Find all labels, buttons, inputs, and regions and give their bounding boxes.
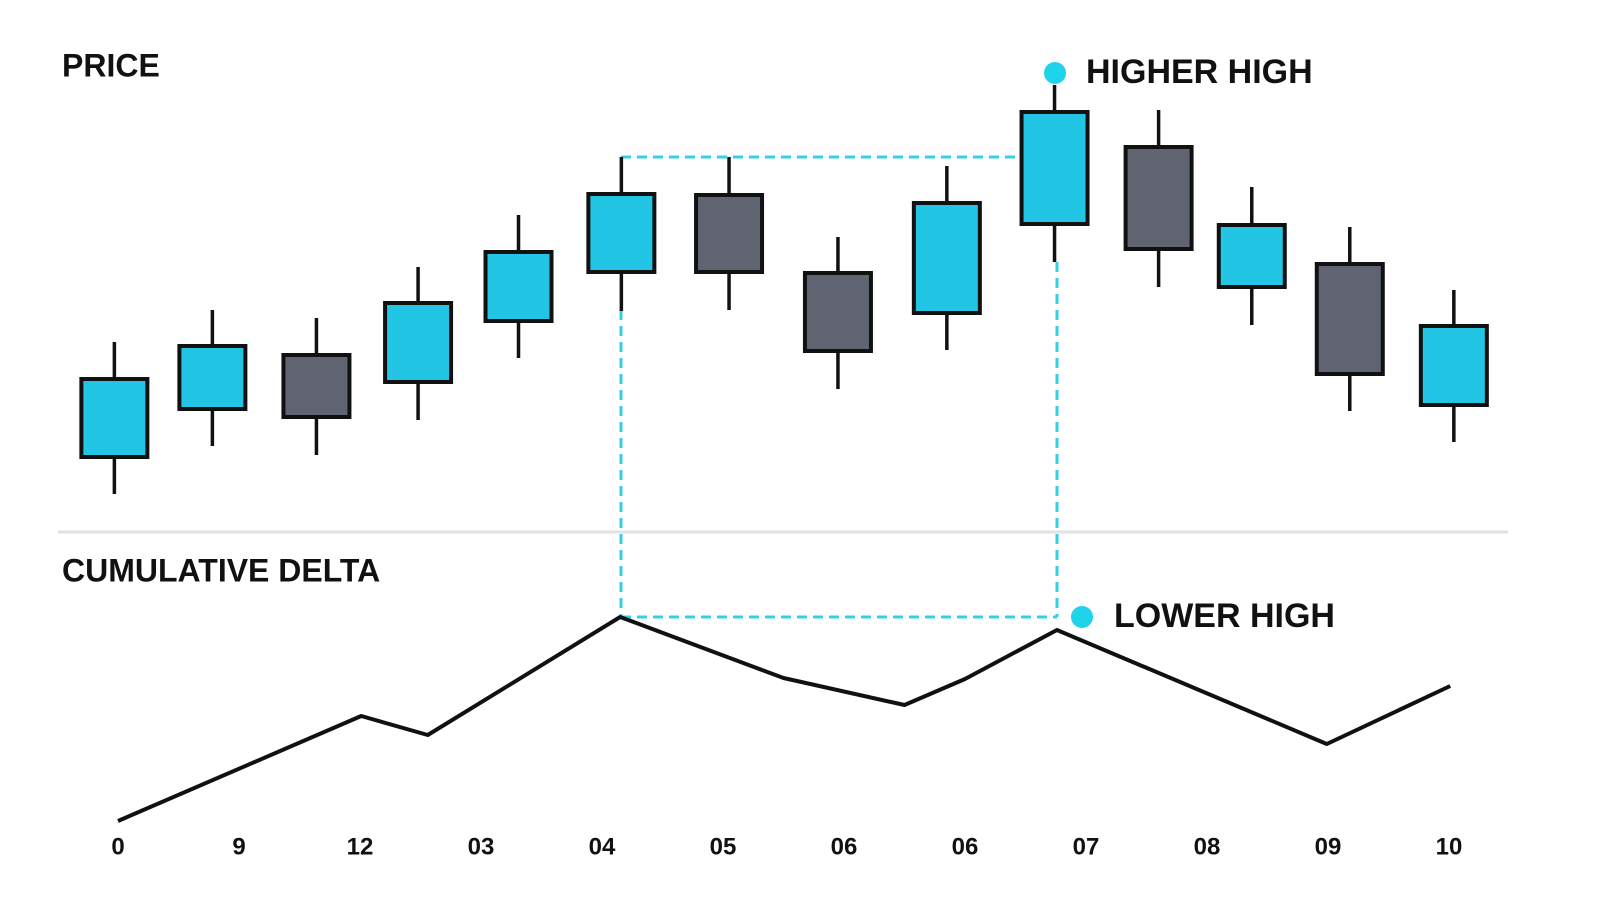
x-tick-label: 10	[1436, 833, 1463, 860]
annotation: HIGHER HIGH	[1086, 53, 1313, 91]
candle-body	[1216, 223, 1287, 289]
candle-body	[383, 301, 454, 384]
x-tick-label: 04	[589, 833, 616, 860]
candle-body	[1314, 262, 1385, 376]
x-tick-label: 06	[831, 833, 858, 860]
x-tick-label: 12	[347, 833, 374, 860]
candle-body	[483, 250, 554, 323]
candle-body	[1019, 110, 1090, 226]
delta-title: CUMULATIVE DELTA	[62, 552, 380, 588]
x-tick-label: 03	[468, 833, 495, 860]
candle-body	[79, 377, 150, 459]
price-title: PRICE	[62, 47, 160, 83]
x-tick-label: 05	[710, 833, 737, 860]
annotation: LOWER HIGH	[1114, 597, 1335, 635]
annotation-dot	[1044, 62, 1066, 84]
candle-body	[586, 192, 657, 274]
candle-body	[281, 353, 352, 419]
candle-body	[177, 344, 248, 411]
delta-line	[117, 615, 1452, 823]
divergence-box	[619, 155, 1059, 619]
annotation-dot	[1071, 606, 1093, 628]
candle-body	[1123, 145, 1194, 251]
candle-body	[802, 271, 873, 353]
x-tick-label: 9	[232, 833, 245, 860]
x-tick-label: 06	[952, 833, 979, 860]
x-tick-label: 08	[1194, 833, 1221, 860]
x-tick-label: 09	[1315, 833, 1342, 860]
x-tick-label: 0	[111, 833, 124, 860]
candle-body	[911, 201, 982, 315]
x-tick-label: 07	[1073, 833, 1100, 860]
candle-body	[694, 193, 765, 274]
candle-body	[1418, 324, 1489, 407]
